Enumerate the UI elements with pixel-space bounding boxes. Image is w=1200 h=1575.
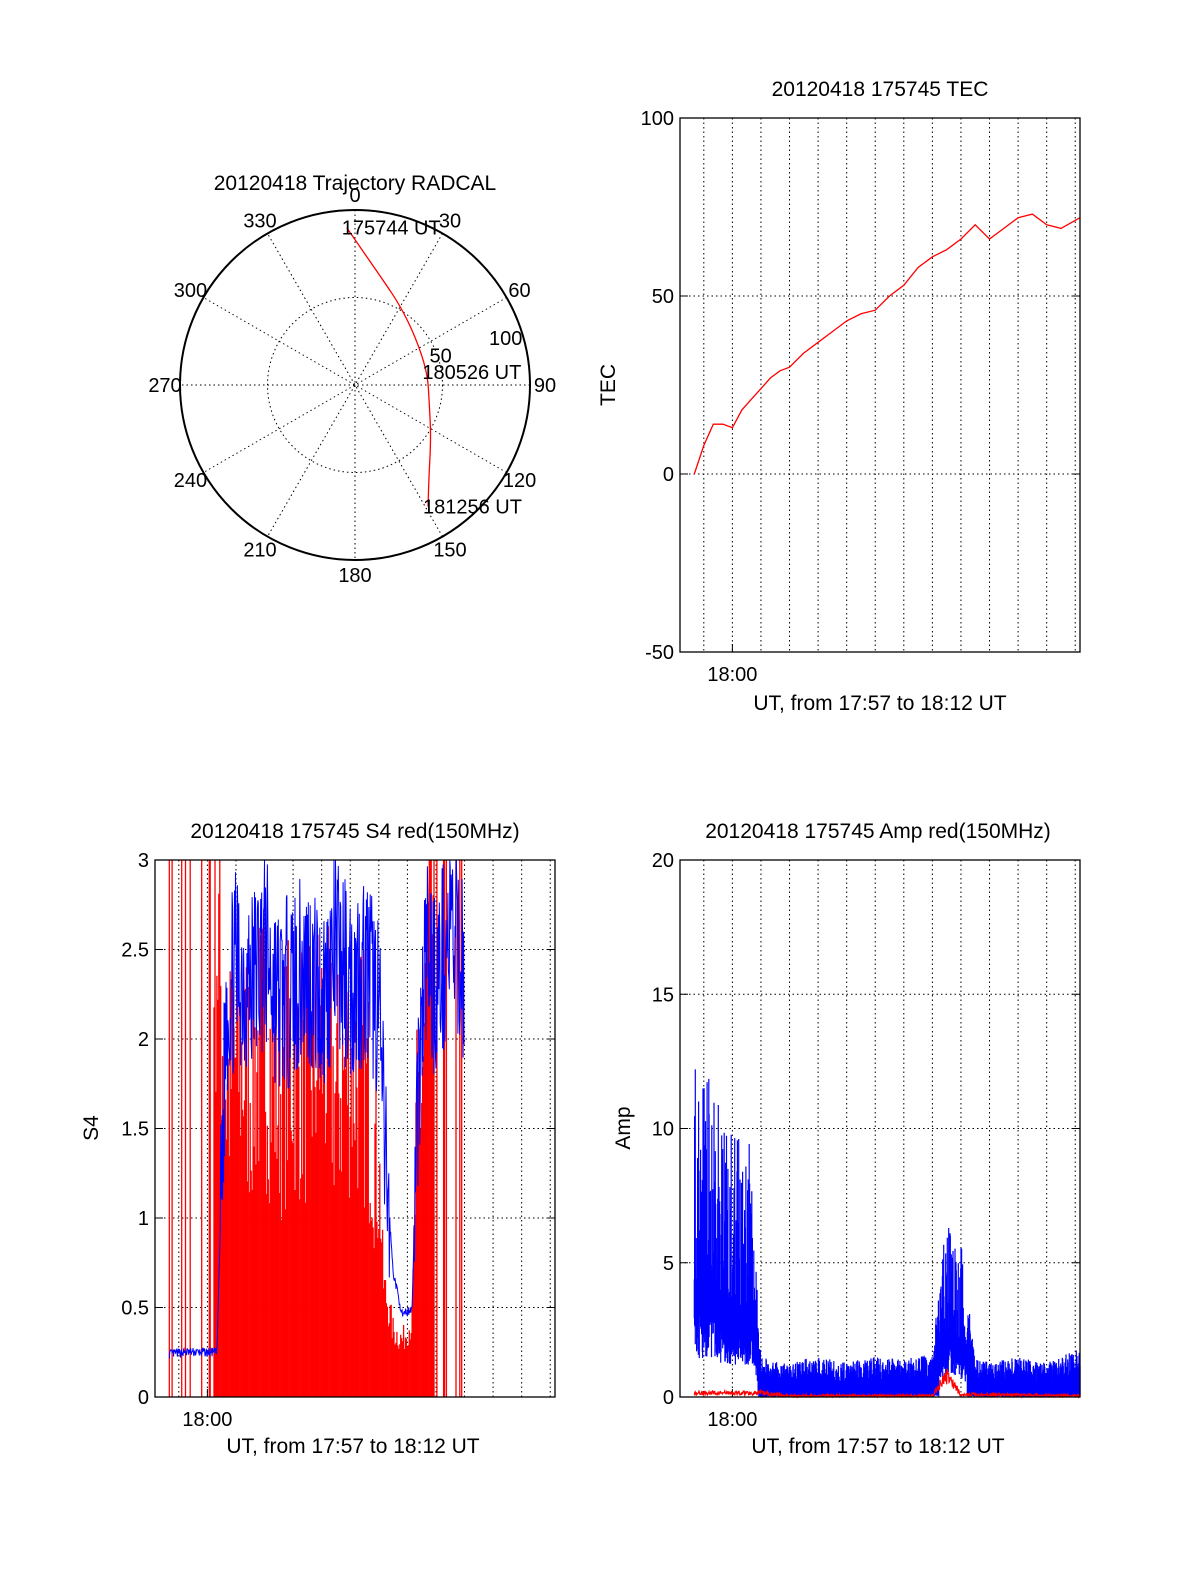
s4-ytick-label: 0 (138, 1387, 149, 1409)
polar-grid (179, 209, 531, 561)
tec-xtick-label: 18:00 (707, 664, 757, 686)
amp-xtick-label: 18:00 (707, 1409, 757, 1431)
tec-ylabel: TEC (597, 364, 620, 406)
s4-xtick-label: 18:00 (182, 1409, 232, 1431)
polar-time-annotation: 181256 UT (423, 497, 522, 519)
amp-ytick-label: 0 (663, 1387, 674, 1409)
polar-angle-label: 60 (508, 280, 530, 302)
polar-radial-labels: 50 100 (430, 328, 523, 368)
polar-angle-label: 300 (174, 280, 207, 302)
amp-plot-frame (679, 859, 1081, 1398)
amp-ytick-label: 20 (652, 850, 674, 872)
polar-angle-label: 330 (243, 210, 276, 232)
s4-plot-frame (154, 859, 556, 1398)
amp-red-line (693, 1367, 1080, 1400)
amp-xlabel: UT, from 17:57 to 18:12 UT (751, 1435, 1004, 1458)
polar-radial-label: 100 (489, 328, 522, 350)
tec-ytick-label: 50 (652, 286, 674, 308)
amp-ytick-label: 5 (663, 1253, 674, 1275)
s4-title: 20120418 175745 S4 red(150MHz) (190, 820, 519, 843)
amp-title: 20120418 175745 Amp red(150MHz) (705, 820, 1051, 843)
tec-grid (680, 117, 1080, 653)
amp-ytick-label: 10 (652, 1119, 674, 1141)
amp-blue-signal (693, 1069, 1081, 1397)
polar-angle-label: 180 (338, 565, 371, 587)
polar-angle-label: 270 (148, 375, 181, 397)
polar-angle-label: 0 (349, 185, 360, 207)
polar-inner-circle (267, 297, 443, 473)
polar-radial-label: 50 (430, 346, 452, 368)
tec-ytick-label: 0 (663, 464, 674, 486)
amp-ytick-label: 15 (652, 984, 674, 1006)
amp-ylabel: Amp (612, 1106, 635, 1149)
s4-xlabel: UT, from 17:57 to 18:12 UT (226, 1435, 479, 1458)
polar-trajectory-panel: 20120418 Trajectory RADCAL 0 30 60 90 120 150… (148, 172, 556, 587)
s4-ylabel: S4 (80, 1115, 103, 1141)
tec-ytick-label: 100 (641, 108, 674, 130)
polar-time-annotation: 180526 UT (422, 362, 521, 384)
tec-title: 20120418 175745 TEC (772, 78, 989, 101)
tec-plot-frame (679, 117, 1081, 653)
tec-series-line (693, 213, 1081, 475)
tec-ytick-label: -50 (645, 642, 674, 664)
polar-annotations: 175744 UT 180526 UT 181256 UT (342, 218, 522, 519)
s4-blue-line (168, 859, 465, 1359)
s4-ytick-label: 2.5 (121, 940, 149, 962)
s4-ytick-label: 1.5 (121, 1119, 149, 1141)
polar-title: 20120418 Trajectory RADCAL (214, 172, 497, 195)
s4-ytick-label: 1 (138, 1208, 149, 1230)
polar-angle-label: 120 (503, 470, 536, 492)
polar-angle-label: 150 (433, 540, 466, 562)
polar-angle-labels: 0 30 60 90 120 150 180 210 240 270 300 330 (148, 185, 556, 587)
tec-xlabel: UT, from 17:57 to 18:12 UT (753, 692, 1006, 715)
amp-panel: 20120418 175745 Amp red(150MHz) Amp UT, … (612, 820, 1081, 1458)
s4-panel: 20120418 175745 S4 red(150MHz) S4 UT, fr… (80, 820, 556, 1458)
tec-panel: 20120418 175745 TEC TEC UT, from 17:57 t… (597, 78, 1081, 715)
polar-angle-label: 210 (243, 540, 276, 562)
polar-series (346, 227, 432, 507)
polar-angle-label: 240 (174, 470, 207, 492)
polar-time-annotation: 175744 UT (342, 218, 441, 240)
polar-trajectory-line (346, 227, 432, 507)
s4-ytick-label: 2 (138, 1029, 149, 1051)
s4-ytick-label: 0.5 (121, 1298, 149, 1320)
polar-angle-label: 30 (439, 210, 461, 232)
polar-angle-label: 90 (534, 375, 556, 397)
s4-ytick-label: 3 (138, 850, 149, 872)
